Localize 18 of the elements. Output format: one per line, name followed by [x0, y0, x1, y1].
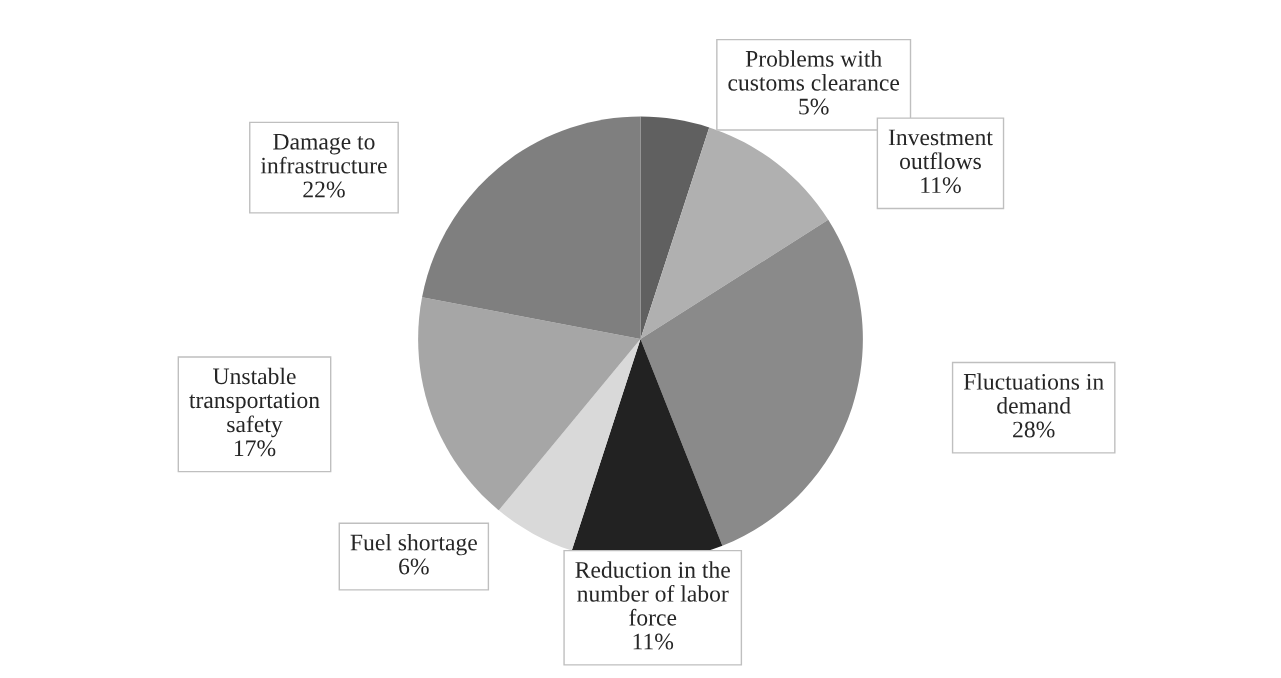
pie-slice	[640, 116, 710, 339]
slice-label: Problems with customs clearance	[728, 50, 900, 91]
data-label: 17%	[234, 440, 276, 457]
data-label: 28%	[1013, 421, 1055, 438]
data-label: 5%	[799, 98, 829, 115]
pie-slice	[498, 339, 641, 551]
slice-label: Fuel shortage	[350, 533, 477, 556]
data-label: 6%	[399, 558, 429, 575]
pie-slice	[418, 297, 641, 511]
slice-label: Unstable transportation safety	[189, 367, 320, 438]
data-label: 11%	[633, 633, 674, 650]
slice-label: Fluctuations in demand	[963, 373, 1104, 414]
slice-label: Investment outflows	[888, 129, 993, 170]
slice-label: Damage to infrastructure	[260, 133, 387, 174]
pie-slice	[640, 127, 829, 339]
data-label: 11%	[921, 177, 961, 194]
slice-label: Reduction in the number of labor force	[575, 561, 730, 626]
data-label: 22%	[303, 181, 345, 198]
